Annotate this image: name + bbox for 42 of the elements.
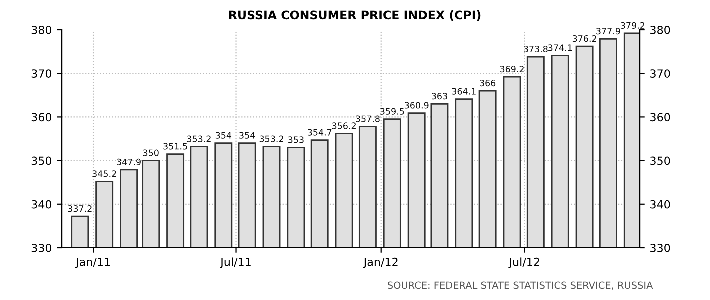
x-tick-label: Jan/12 bbox=[363, 258, 398, 268]
y-tick-label: 350 bbox=[32, 156, 52, 166]
y-tick-label: 360 bbox=[32, 113, 52, 122]
x-tick-label: Jul/12 bbox=[508, 258, 540, 268]
data-label: 356.2 bbox=[332, 122, 356, 130]
y2-tick-label: 350 bbox=[650, 156, 670, 166]
y2-tick-label: 330 bbox=[650, 244, 670, 252]
data-label: 366 bbox=[480, 80, 496, 87]
data-label: 360.9 bbox=[404, 102, 429, 109]
data-label: 379.2 bbox=[621, 22, 645, 30]
data-label: 363 bbox=[432, 93, 448, 100]
x-tick-label: Jan/11 bbox=[75, 258, 110, 268]
data-label: 350 bbox=[143, 150, 159, 156]
data-label: 345.2 bbox=[92, 170, 116, 178]
y2-tick-label: 360 bbox=[650, 113, 670, 122]
y2-tick-label: 380 bbox=[650, 26, 670, 34]
y2-tick-label: 370 bbox=[650, 70, 670, 78]
data-label: 354 bbox=[240, 132, 256, 139]
x-tick-label: Jul/11 bbox=[220, 258, 251, 268]
data-label: 353 bbox=[288, 136, 304, 144]
chart-title: RUSSIA CONSUMER PRICE INDEX (CPI) bbox=[229, 10, 481, 22]
y2-tick-label: 340 bbox=[650, 200, 670, 209]
data-label: 353.2 bbox=[187, 136, 211, 142]
y-tick-label: 340 bbox=[32, 200, 52, 209]
data-label: 354 bbox=[216, 132, 232, 139]
data-label: 369.2 bbox=[500, 66, 524, 73]
data-label: 351.5 bbox=[164, 143, 188, 150]
data-label: 359.5 bbox=[380, 108, 404, 115]
data-label: 377.9 bbox=[596, 28, 620, 35]
data-label: 353.2 bbox=[260, 136, 284, 142]
data-label: 374.1 bbox=[548, 44, 572, 52]
data-label: 354.7 bbox=[308, 129, 332, 136]
y-tick-label: 380 bbox=[32, 26, 52, 34]
y-tick-label: 370 bbox=[32, 70, 52, 78]
data-label: 373.8 bbox=[524, 46, 548, 53]
y-tick-label: 330 bbox=[32, 244, 52, 252]
data-label: 376.2 bbox=[572, 35, 596, 42]
data-label: 337.2 bbox=[68, 206, 92, 212]
source-note: SOURCE: FEDERAL STATE STATISTICS SERVICE, RUSSIA bbox=[388, 282, 654, 290]
data-label: 347.9 bbox=[117, 158, 141, 166]
data-label: 357.8 bbox=[356, 116, 380, 122]
data-label: 364.1 bbox=[452, 88, 476, 95]
